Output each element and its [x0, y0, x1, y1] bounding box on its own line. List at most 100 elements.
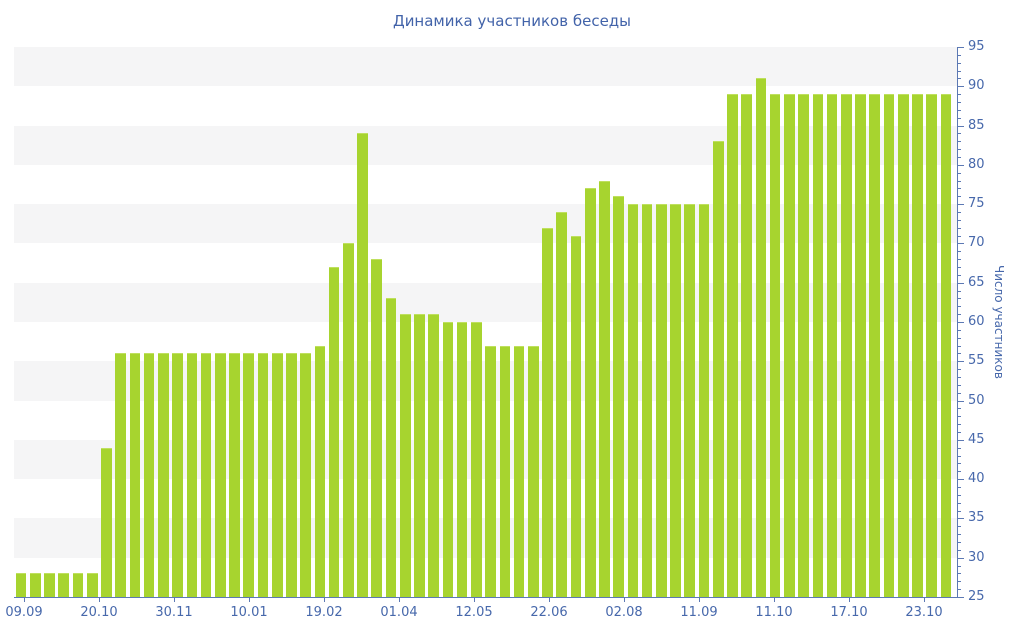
bar[interactable] [129, 353, 141, 597]
bar[interactable] [86, 573, 98, 597]
bar[interactable] [414, 314, 425, 597]
bar[interactable] [243, 353, 255, 597]
bar[interactable] [627, 204, 639, 597]
bar[interactable] [641, 204, 653, 597]
y-minor-tick [957, 94, 961, 96]
bar[interactable] [357, 133, 368, 597]
y-minor-tick [957, 432, 961, 433]
bar[interactable] [855, 94, 866, 597]
bar[interactable] [44, 573, 55, 597]
bar[interactable] [584, 188, 596, 597]
y-minor-tick [957, 212, 961, 213]
x-tick [399, 598, 400, 602]
bar[interactable] [58, 573, 70, 597]
bar[interactable] [869, 94, 881, 597]
y-tick-label: 85 [968, 117, 985, 133]
bar[interactable] [143, 353, 155, 597]
bar[interactable] [727, 94, 738, 597]
bar[interactable] [385, 298, 397, 597]
bar[interactable] [371, 259, 383, 597]
bar[interactable] [712, 141, 724, 597]
bar[interactable] [471, 322, 482, 597]
x-tick [174, 598, 175, 602]
bar[interactable] [613, 196, 624, 597]
x-tick [24, 598, 25, 602]
bar[interactable] [926, 94, 937, 597]
bar[interactable] [314, 345, 326, 597]
bar[interactable] [599, 180, 610, 597]
x-tick-label: 11.09 [680, 605, 718, 620]
y-minor-tick [957, 109, 961, 111]
bar[interactable] [229, 353, 240, 597]
bar[interactable] [172, 353, 183, 597]
bar[interactable] [798, 94, 809, 597]
bar[interactable] [328, 267, 340, 597]
bar[interactable] [556, 212, 568, 597]
bar[interactable] [343, 243, 354, 597]
bar[interactable] [101, 447, 112, 597]
bar[interactable] [257, 353, 269, 597]
bar[interactable] [158, 353, 169, 597]
bar[interactable] [186, 353, 198, 597]
bar[interactable] [442, 322, 454, 597]
bar[interactable] [784, 94, 795, 597]
bar[interactable] [527, 345, 539, 597]
x-tick [249, 598, 250, 602]
bar[interactable] [940, 94, 952, 597]
bar[interactable] [883, 94, 895, 597]
bar[interactable] [513, 345, 525, 597]
bar[interactable] [826, 94, 838, 597]
y-minor-tick [957, 337, 961, 339]
y-major-tick [957, 243, 964, 245]
bar[interactable] [840, 94, 852, 597]
y-minor-tick [957, 581, 961, 583]
bar[interactable] [570, 235, 582, 597]
bar[interactable] [214, 353, 226, 597]
y-tick-label: 70 [968, 235, 985, 251]
y-major-tick [957, 86, 964, 88]
bar[interactable] [15, 573, 27, 597]
y-major-tick [957, 400, 964, 402]
x-tick-label: 01.04 [380, 605, 418, 620]
bar[interactable] [30, 573, 41, 597]
y-tick-label: 30 [968, 549, 985, 565]
y-minor-tick [957, 133, 961, 135]
y-minor-tick [957, 542, 961, 543]
y-tick-label: 40 [968, 471, 985, 487]
bar[interactable] [72, 573, 84, 597]
bar[interactable] [741, 94, 753, 597]
y-minor-tick [957, 117, 961, 119]
y-minor-tick [957, 227, 961, 229]
bar[interactable] [485, 345, 496, 597]
x-tick [774, 598, 775, 602]
y-major-tick [957, 439, 964, 441]
x-tick [99, 598, 100, 602]
bar[interactable] [428, 314, 440, 597]
bar[interactable] [499, 345, 511, 597]
y-minor-tick [957, 392, 961, 394]
bar[interactable] [670, 204, 681, 597]
bar[interactable] [300, 353, 311, 597]
y-minor-tick [957, 534, 961, 536]
bar[interactable] [286, 353, 297, 597]
y-major-tick [957, 322, 964, 323]
y-major-tick [957, 361, 964, 363]
x-tick [699, 598, 700, 602]
bar[interactable] [912, 94, 923, 597]
bar[interactable] [755, 78, 767, 597]
bar[interactable] [769, 94, 781, 597]
bar[interactable] [542, 227, 553, 597]
x-tick [549, 598, 550, 602]
bar[interactable] [399, 314, 411, 597]
bar[interactable] [684, 204, 696, 597]
grid-band [14, 47, 957, 87]
bar[interactable] [698, 204, 710, 597]
bar[interactable] [115, 353, 127, 597]
bar[interactable] [271, 353, 283, 597]
bar[interactable] [200, 353, 212, 597]
bar[interactable] [897, 94, 909, 597]
y-minor-tick [957, 290, 961, 292]
bar[interactable] [812, 94, 824, 597]
bar[interactable] [456, 322, 468, 597]
bar[interactable] [656, 204, 667, 597]
